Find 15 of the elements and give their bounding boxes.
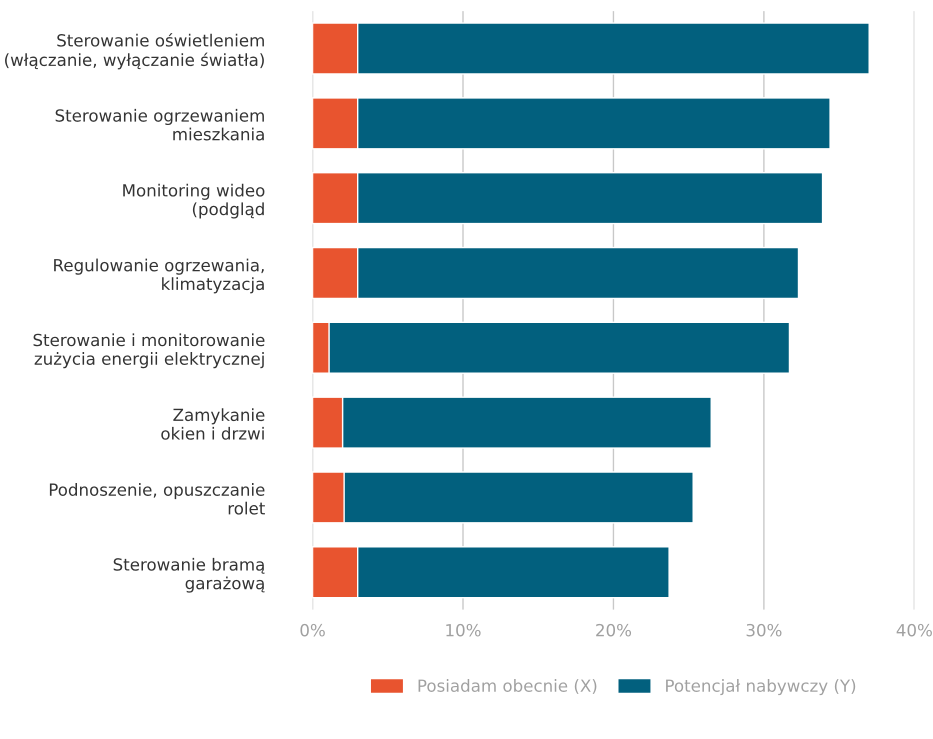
y-tick-label: Regulowanie ogrzewania, klimatyzacja [54,258,264,294]
x-tick-label: 10% [446,624,481,636]
y-tick-label: Podnoszenie, opuszczanie rolet [50,483,265,515]
legend-label: Potencjał nabywczy (Y) [666,679,856,696]
y-tick-label: Sterowanie ogrzewaniem mieszkania [56,108,264,140]
y-tick-label: Monitoring wideo (podgląd [123,184,264,219]
x-tick-label: 30% [746,624,782,636]
y-tick-label: Sterowanie i monitorowanie zużycia energii elektrycznej [34,333,264,368]
x-tick-label: 0% [300,624,325,636]
y-tick-label: Zamykanie okien i drzwi [161,408,264,440]
y-tick-label: Sterowanie bramą garażową [114,558,264,593]
legend-label: Posiadam obecnie (X) [418,679,596,694]
x-tick-label: 40% [896,624,932,636]
x-tick-label: 20% [596,624,632,636]
y-tick-label: Sterowanie oświetleniem (włączanie, wyłączanie światła) [5,33,264,70]
